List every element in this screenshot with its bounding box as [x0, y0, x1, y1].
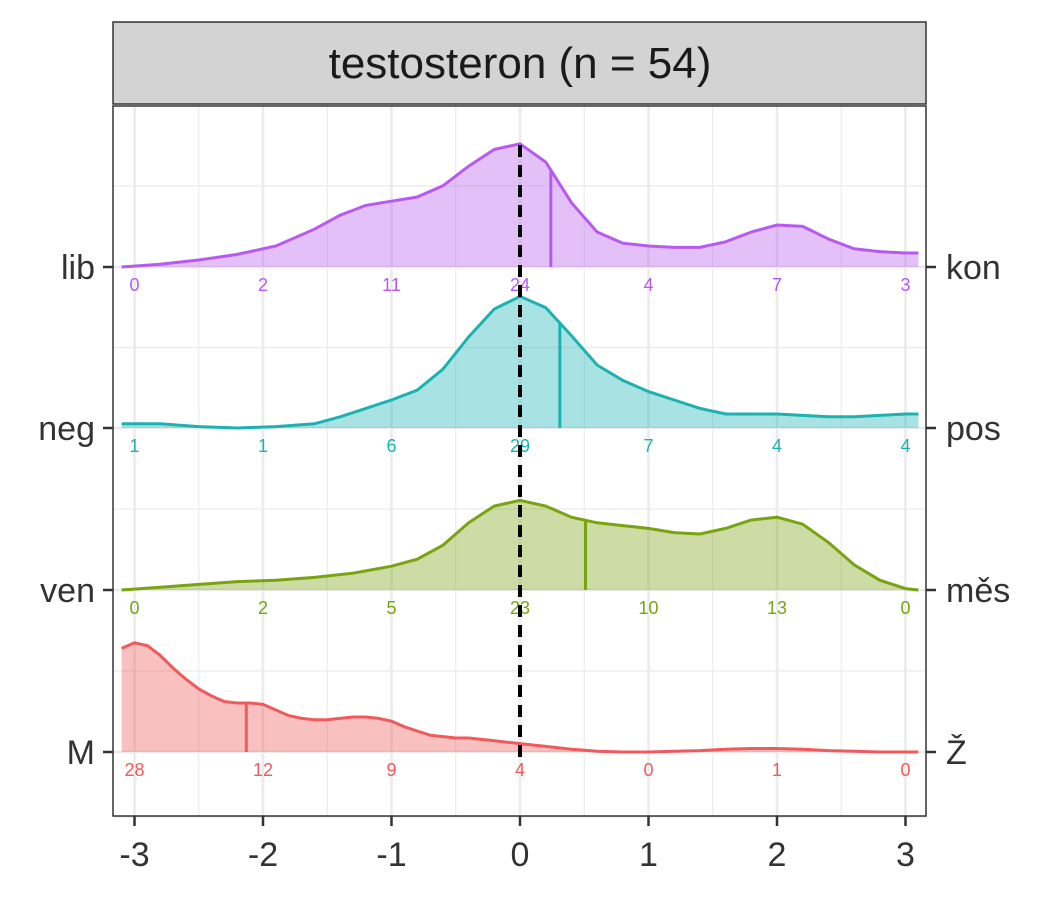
density-curve [121, 294, 919, 430]
x-tick-label: -3 [119, 836, 149, 874]
y-label-left: lib [61, 249, 95, 287]
density-curve [121, 142, 919, 269]
y-label-left: neg [38, 410, 95, 448]
count-label: 10 [638, 598, 658, 618]
count-label: 4 [900, 436, 910, 456]
x-tick-label: 1 [639, 836, 658, 874]
density-curve [121, 498, 919, 592]
count-label: 0 [129, 275, 139, 295]
count-label: 1 [258, 436, 268, 456]
count-label: 1 [772, 760, 782, 780]
y-label-right: kon [946, 249, 1001, 287]
count-label: 0 [643, 760, 653, 780]
count-label: 7 [643, 436, 653, 456]
y-label-left: ven [40, 572, 95, 610]
x-tick-label: -2 [248, 836, 278, 874]
count-label: 2 [258, 598, 268, 618]
count-label: 13 [767, 598, 787, 618]
count-label: 4 [643, 275, 653, 295]
count-label: 12 [253, 760, 273, 780]
y-label-left: M [67, 734, 95, 772]
strip-background [112, 21, 927, 105]
count-label: 5 [386, 598, 396, 618]
count-label: 0 [129, 598, 139, 618]
x-tick-label: 0 [511, 836, 530, 874]
ridge-neg-pos: 11629744 [121, 294, 919, 456]
x-tick-label: 3 [896, 836, 915, 874]
y-label-right: měs [946, 572, 1010, 610]
density-area [121, 296, 919, 428]
count-label: 0 [900, 760, 910, 780]
density-curve [121, 641, 919, 754]
count-label: 3 [900, 275, 910, 295]
density-area [121, 642, 919, 752]
count-label: 4 [515, 760, 525, 780]
count-label: 6 [386, 436, 396, 456]
ridge-m-z: 28 12 9 4 0 1 0 [121, 641, 919, 780]
count-label: 2 [258, 275, 268, 295]
y-label-right: pos [946, 410, 1001, 448]
count-label: 11 [382, 275, 401, 295]
x-tick-label: -1 [376, 836, 406, 874]
count-label: 4 [772, 436, 782, 456]
facet-title: testosteron (n = 54) [329, 39, 712, 88]
x-tick-label: 2 [768, 836, 787, 874]
count-label: 0 [900, 598, 910, 618]
count-label: 28 [124, 760, 144, 780]
count-label: 1 [129, 436, 139, 456]
y-label-right: Ž [946, 734, 967, 772]
count-label: 9 [386, 760, 396, 780]
count-label: 7 [772, 275, 782, 295]
